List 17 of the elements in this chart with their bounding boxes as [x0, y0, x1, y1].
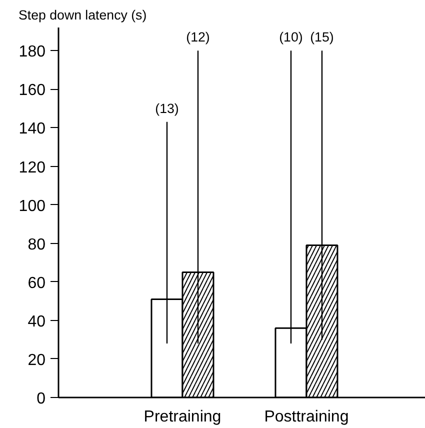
y-tick-label: 40 — [28, 313, 46, 330]
y-tick-label: 0 — [36, 390, 46, 408]
y-tick-label: 160 — [18, 82, 46, 100]
y-tick-label: 100 — [18, 198, 46, 215]
y-tick-label: 60 — [28, 274, 46, 292]
annotation: (10) — [279, 30, 303, 45]
y-tick-label: 20 — [28, 352, 46, 369]
x-tick-label: Posttraining — [264, 408, 349, 426]
y-tick-label: 120 — [18, 159, 46, 176]
x-tick-label: Pretraining — [144, 408, 222, 426]
y-tick-label: 80 — [28, 236, 46, 254]
annotation: (13) — [155, 100, 179, 116]
y-tick-label: 180 — [18, 44, 46, 61]
y-axis-title: Step down latency (s) — [18, 8, 147, 22]
annotation: (12) — [186, 30, 210, 45]
annotation: (15) — [310, 30, 334, 45]
y-tick-label: 140 — [18, 120, 46, 138]
